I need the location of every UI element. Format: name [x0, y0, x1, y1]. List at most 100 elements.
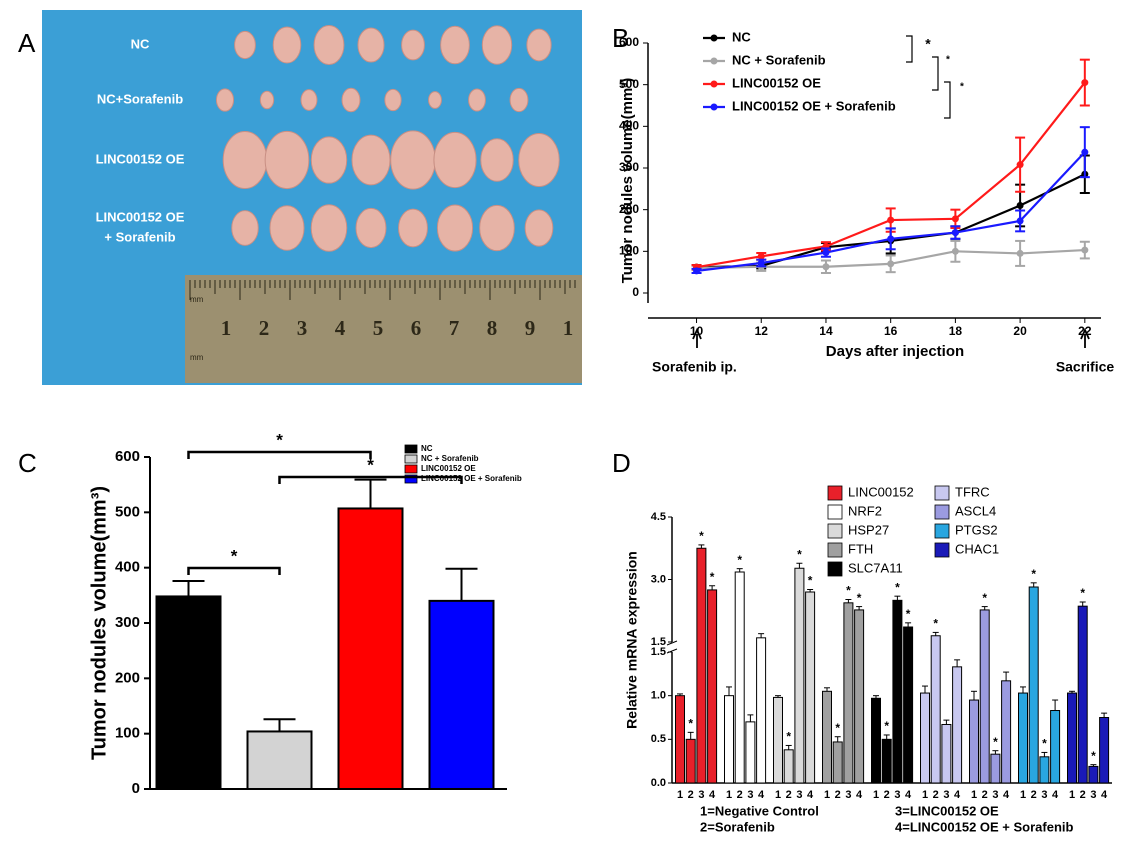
x-tick-label: 4: [856, 789, 863, 801]
y-tick-label: 4.5: [651, 511, 666, 523]
footnote: 4=LINC00152 OE + Sorafenib: [895, 819, 1074, 834]
ruler-unit: mm: [190, 295, 204, 304]
y-tick-label: 100: [115, 725, 140, 742]
legend-label: HSP27: [848, 522, 889, 537]
point: [1081, 79, 1089, 87]
x-tick-label: 4: [1052, 789, 1059, 801]
significance: *: [895, 580, 900, 594]
row-label: + Sorafenib: [104, 229, 175, 244]
y-axis-title: Tumor nodules volume(mm³): [88, 486, 110, 760]
significance: *: [367, 455, 374, 474]
y-tick-label: 500: [115, 503, 140, 520]
significance: *: [925, 36, 931, 52]
x-tick-label: 2: [1031, 789, 1037, 801]
y-tick-label: 200: [115, 669, 140, 686]
significance: *: [982, 591, 987, 605]
legend-label: TFRC: [955, 484, 990, 499]
bar: [969, 699, 979, 784]
row-label: LINC00152 OE: [96, 209, 185, 224]
legend-swatch: [827, 485, 843, 501]
panel-label: D: [612, 448, 631, 478]
x-tick-label: 1: [824, 789, 830, 801]
point: [1016, 217, 1024, 225]
x-tick-label: 18: [949, 324, 963, 338]
point: [1016, 249, 1024, 257]
bar: [1099, 717, 1110, 784]
y-tick-label: 500: [619, 77, 639, 91]
x-tick-label: 3: [1041, 789, 1047, 801]
legend-label: NC: [421, 444, 433, 453]
x-tick-label: 1: [1069, 789, 1075, 801]
point: [1016, 161, 1024, 169]
bar: [337, 507, 404, 790]
bar: [155, 595, 222, 790]
bar: [745, 721, 756, 784]
legend-swatch: [404, 464, 418, 474]
legend-marker: [710, 57, 718, 65]
x-tick-label: 3: [894, 789, 900, 801]
y-tick-label: 300: [619, 160, 639, 174]
y-tick-label: 200: [619, 202, 639, 216]
tumor: [433, 131, 477, 189]
x-tick-label: 3: [943, 789, 949, 801]
significance: *: [276, 430, 283, 449]
significance: *: [906, 607, 911, 621]
ruler-number: 8: [487, 316, 498, 340]
legend-swatch: [934, 504, 950, 520]
footnote: 2=Sorafenib: [700, 819, 775, 834]
x-tick-label: 2: [835, 789, 841, 801]
tumor: [526, 28, 552, 62]
axis-break: [666, 640, 678, 654]
bar: [246, 730, 313, 790]
tumor: [264, 130, 310, 190]
significance: *: [857, 591, 862, 605]
ruler-number: 6: [411, 316, 422, 340]
y-tick-label: 0.5: [651, 733, 666, 745]
bracket: [187, 450, 372, 459]
x-tick-label: 1: [873, 789, 879, 801]
tumor: [440, 25, 470, 65]
x-tick-label: 2: [884, 789, 890, 801]
bar: [685, 738, 696, 784]
legend-label: PTGS2: [955, 522, 998, 537]
significance: *: [835, 721, 840, 735]
tumor: [509, 87, 529, 113]
x-tick-label: 4: [1003, 789, 1010, 801]
significance: *: [797, 547, 802, 561]
ruler: [185, 275, 582, 383]
tumor: [357, 27, 385, 63]
tumor: [481, 25, 513, 65]
point: [887, 260, 895, 268]
ruler-number: 9: [525, 316, 536, 340]
legend-label: ASCL4: [955, 503, 996, 518]
bar: [675, 695, 685, 784]
legend-swatch: [934, 523, 950, 539]
annotation: Sacrifice: [1056, 359, 1115, 375]
x-tick-label: 3: [747, 789, 753, 801]
tumor: [468, 88, 486, 112]
bracket: [278, 475, 463, 484]
x-tick-label: 3: [796, 789, 802, 801]
legend-swatch: [404, 474, 418, 484]
significance: *: [808, 574, 813, 588]
point: [757, 259, 765, 267]
significance: *: [1031, 567, 1036, 581]
legend-marker: [710, 34, 718, 42]
row-label: LINC00152 OE: [96, 151, 185, 166]
ruler-number: 4: [335, 316, 346, 340]
panel-label: B: [612, 23, 629, 53]
tumor: [269, 205, 305, 251]
significance: *: [933, 617, 938, 631]
bracket: [932, 56, 939, 91]
y-tick-label: 600: [619, 35, 639, 49]
y-tick-label: 1.5: [651, 636, 666, 648]
x-tick-label: 4: [954, 789, 961, 801]
tumor: [313, 24, 345, 66]
significance: *: [710, 570, 715, 584]
bar: [783, 749, 794, 784]
bar: [794, 567, 805, 784]
footnote: 1=Negative Control: [700, 803, 819, 818]
x-tick-label: 16: [884, 324, 898, 338]
bar: [773, 696, 783, 784]
